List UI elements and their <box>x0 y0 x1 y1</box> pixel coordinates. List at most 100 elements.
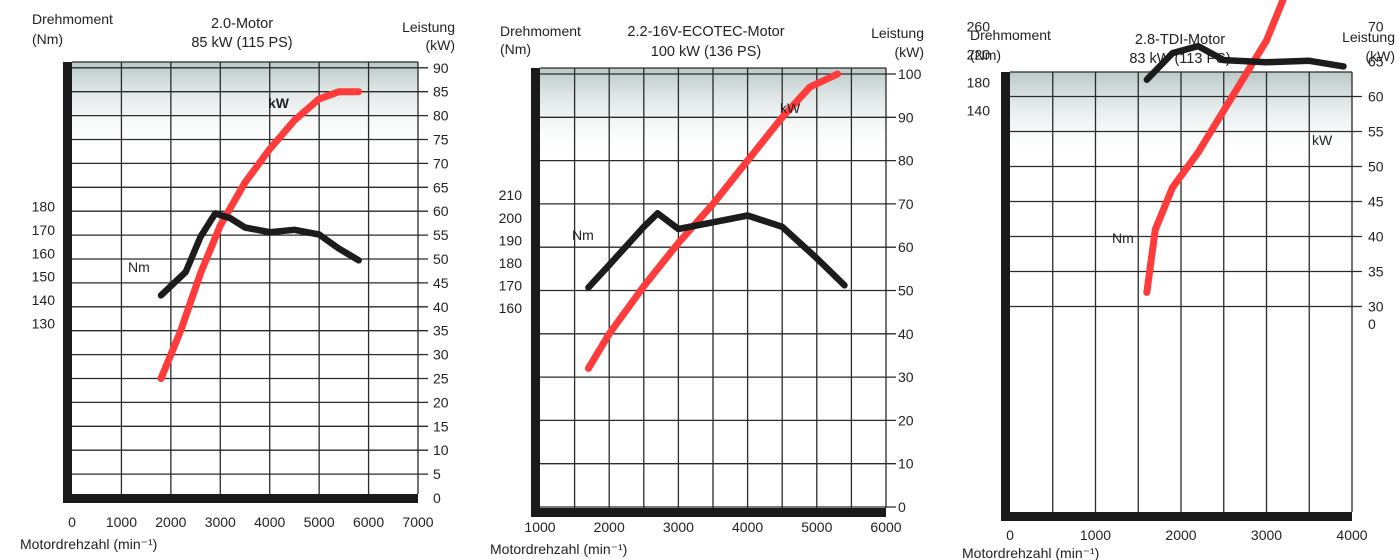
x-tick-label: 5000 <box>801 519 832 535</box>
right-tick-label: 35 <box>1368 264 1384 280</box>
left-tick-label: 260 <box>967 19 991 35</box>
right-tick-label: 85 <box>433 84 449 100</box>
series-label-nm: Nm <box>572 227 594 243</box>
left-tick-label: 180 <box>32 198 56 214</box>
left-tick-label: 200 <box>499 210 523 226</box>
right-tick-label: 55 <box>1368 124 1384 140</box>
right-tick-label: 10 <box>898 456 914 472</box>
right-tick-label: 30 <box>898 369 914 385</box>
chart-title: 2.8-TDI-Motor <box>1135 32 1225 48</box>
chart-2-0-motor: Drehmoment (Nm) 2.0-Motor 85 kW (115 PS)… <box>20 11 455 552</box>
x-tick-label: 3000 <box>663 519 694 535</box>
right-tick-label: 0 <box>433 490 441 506</box>
right-tick-label: 60 <box>433 203 449 219</box>
chart-2-2-16v-ecotec-motor: Drehmoment (Nm) 2.2-16V-ECOTEC-Motor 100… <box>490 23 924 557</box>
left-tick-label: 150 <box>32 269 56 285</box>
x-axis-title: Motordrehzahl (min⁻¹) <box>20 536 157 552</box>
bottom-axis-bar <box>1001 512 1352 521</box>
left-tick-label: 170 <box>499 277 523 293</box>
left-tick-label: 140 <box>32 292 56 308</box>
left-tick-label: 140 <box>967 103 991 119</box>
x-tick-label: 0 <box>1006 527 1014 543</box>
left-axis-title-line1: Drehmoment <box>500 23 581 39</box>
x-tick-label: 6000 <box>870 519 901 535</box>
chart-subtitle: 100 kW (136 PS) <box>651 44 761 60</box>
right-tick-label: 70 <box>433 155 449 171</box>
left-axis-title-line2: (Nm) <box>970 47 1001 63</box>
x-tick-label: 7000 <box>402 514 433 530</box>
right-tick-label: 65 <box>1368 54 1384 70</box>
right-tick-label: 70 <box>898 196 914 212</box>
chart-title: 2.0-Motor <box>211 16 273 32</box>
left-tick-label: 180 <box>967 75 991 91</box>
left-axis-bar <box>1001 72 1010 521</box>
x-tick-label: 1000 <box>524 519 555 535</box>
right-tick-label: 0 <box>1368 316 1376 332</box>
right-tick-label: 45 <box>433 275 449 291</box>
right-tick-label: 50 <box>898 283 914 299</box>
right-axis-title-line1: Leistung <box>1342 29 1395 45</box>
x-tick-label: 2000 <box>155 514 186 530</box>
left-tick-label: 130 <box>32 316 56 332</box>
right-tick-label: 40 <box>433 299 449 315</box>
chart-subtitle: 83 kW (113 PS) <box>1129 51 1230 67</box>
plot-area: 1000 2000 3000 4000 5000 6000 0 10 20 30 40 50 60 70 8… <box>499 66 922 535</box>
right-tick-label: 70 <box>1368 19 1384 35</box>
x-tick-label: 2000 <box>1165 527 1196 543</box>
left-axis-bar <box>531 68 540 517</box>
x-tick-label: 4000 <box>732 519 763 535</box>
series-line-nm <box>1143 42 1347 83</box>
left-tick-label: 160 <box>499 300 523 316</box>
right-tick-label: 10 <box>433 442 449 458</box>
right-tick-label: 0 <box>898 499 906 515</box>
left-tick-label: 210 <box>499 187 523 203</box>
left-axis-title-line1: Drehmoment <box>32 11 113 27</box>
left-tick-label: 180 <box>499 255 523 271</box>
chart-subtitle: 85 kW (115 PS) <box>191 35 292 51</box>
right-tick-label: 30 <box>433 347 449 363</box>
chart-title: 2.2-16V-ECOTEC-Motor <box>627 24 784 40</box>
x-tick-label: 6000 <box>353 514 384 530</box>
series-line-kw <box>584 70 842 372</box>
right-tick-label: 55 <box>433 227 449 243</box>
right-tick-label: 40 <box>898 326 914 342</box>
x-tick-label: 2000 <box>594 519 625 535</box>
right-tick-label: 80 <box>433 108 449 124</box>
series-label-nm: Nm <box>1112 230 1134 246</box>
x-tick-label: 4000 <box>254 514 285 530</box>
x-tick-label: 3000 <box>1251 527 1282 543</box>
right-tick-label: 65 <box>433 179 449 195</box>
right-axis-title-line2: (kW) <box>1365 48 1395 64</box>
chart-2-8-tdi-motor: Drehmoment (Nm) 2.8-TDI-Motor 83 kW (113… <box>962 0 1395 560</box>
right-axis-title-line1: Leistung <box>871 25 924 41</box>
left-tick-label: 170 <box>32 222 56 238</box>
right-tick-label: 100 <box>898 66 922 82</box>
left-tick-label: 220 <box>967 47 991 63</box>
right-tick-label: 90 <box>433 60 449 76</box>
left-axis-bar <box>63 62 72 503</box>
left-axis-title-line2: (Nm) <box>500 41 531 57</box>
x-tick-label: 4000 <box>1336 527 1367 543</box>
right-axis-title-line2: (kW) <box>425 37 455 53</box>
x-tick-label: 1000 <box>1080 527 1111 543</box>
bottom-axis-bar <box>63 494 418 503</box>
right-tick-label: 35 <box>433 323 449 339</box>
right-tick-label: 5 <box>433 466 441 482</box>
right-tick-label: 15 <box>433 418 449 434</box>
x-axis-title: Motordrehzahl (min⁻¹) <box>962 545 1099 560</box>
shaded-band <box>72 62 418 152</box>
right-tick-label: 50 <box>433 251 449 267</box>
left-tick-label: 160 <box>32 245 56 261</box>
x-axis-title: Motordrehzahl (min⁻¹) <box>490 541 627 557</box>
series-label-nm: Nm <box>128 259 150 275</box>
x-tick-label: 5000 <box>304 514 335 530</box>
series-label-kw: kW <box>1312 132 1333 148</box>
right-tick-label: 25 <box>433 371 449 387</box>
right-tick-label: 90 <box>898 109 914 125</box>
right-axis-title-line1: Leistung <box>402 19 455 35</box>
right-tick-label: 20 <box>433 394 449 410</box>
right-tick-label: 40 <box>1368 229 1384 245</box>
series-label-kw: kW <box>780 100 801 116</box>
series-line-kw <box>1143 0 1287 296</box>
